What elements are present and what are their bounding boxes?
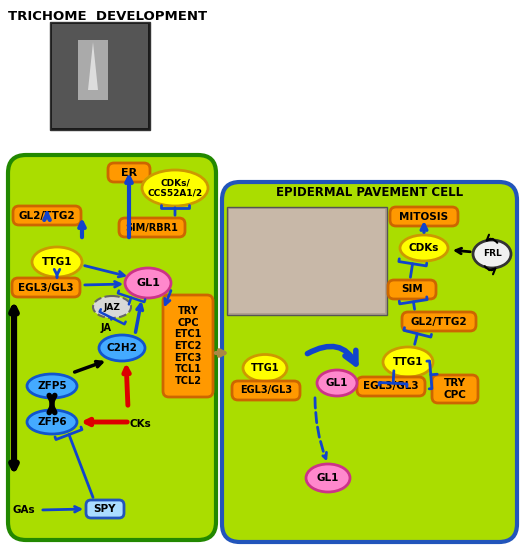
Text: TTG1: TTG1 (42, 257, 72, 267)
Text: TRY
CPC
ETC1
ETC2
ETC3
TCL1
TCL2: TRY CPC ETC1 ETC2 ETC3 TCL1 TCL2 (174, 306, 202, 386)
Text: SIM/RBR1: SIM/RBR1 (126, 223, 178, 233)
Text: FRL: FRL (483, 250, 502, 258)
Ellipse shape (142, 170, 208, 206)
Bar (227, 207, 387, 315)
FancyBboxPatch shape (108, 163, 150, 182)
Text: GL1: GL1 (326, 378, 348, 388)
Ellipse shape (93, 296, 131, 318)
Text: MITOSIS: MITOSIS (400, 212, 449, 222)
Ellipse shape (243, 355, 287, 382)
Ellipse shape (473, 240, 511, 268)
Ellipse shape (400, 235, 448, 261)
Text: JAZ: JAZ (104, 302, 120, 311)
Bar (50, 22, 150, 130)
FancyBboxPatch shape (388, 280, 436, 299)
Text: CDKs/
CCS52A1/2: CDKs/ CCS52A1/2 (147, 178, 202, 197)
FancyBboxPatch shape (13, 206, 81, 225)
Text: ER: ER (121, 168, 137, 178)
Text: EGL3/GL3: EGL3/GL3 (18, 283, 74, 293)
Text: ZFP5: ZFP5 (37, 381, 67, 391)
Polygon shape (88, 42, 98, 90)
Text: EGL3/GL3: EGL3/GL3 (240, 386, 292, 395)
FancyBboxPatch shape (119, 218, 185, 237)
Bar (229, 209, 385, 313)
Text: CKs: CKs (129, 419, 151, 429)
Text: GL1: GL1 (136, 278, 160, 288)
Text: ZFP6: ZFP6 (37, 417, 67, 427)
Text: TRY
CPC: TRY CPC (444, 378, 467, 400)
FancyBboxPatch shape (402, 312, 476, 331)
FancyBboxPatch shape (432, 375, 478, 403)
Text: GL1: GL1 (317, 473, 339, 483)
Ellipse shape (27, 410, 77, 434)
FancyBboxPatch shape (12, 278, 80, 297)
Text: TTG1: TTG1 (393, 357, 423, 367)
Ellipse shape (27, 374, 77, 398)
Bar (52, 24, 148, 128)
Text: EPIDERMAL PAVEMENT CELL: EPIDERMAL PAVEMENT CELL (277, 186, 463, 200)
FancyBboxPatch shape (222, 182, 517, 542)
Ellipse shape (317, 370, 357, 396)
Text: TRICHOME  DEVELOPMENT: TRICHOME DEVELOPMENT (8, 10, 207, 23)
Text: TTG1: TTG1 (251, 363, 279, 373)
Text: JA: JA (100, 323, 111, 333)
Bar (78, 40, 108, 100)
Text: GL2/TTG2: GL2/TTG2 (19, 211, 75, 221)
Text: GL2/TTG2: GL2/TTG2 (411, 316, 468, 327)
Text: GAs: GAs (13, 505, 36, 515)
FancyBboxPatch shape (357, 377, 425, 396)
FancyBboxPatch shape (8, 155, 216, 540)
Text: EGL3/GL3: EGL3/GL3 (363, 382, 419, 392)
Text: SIM: SIM (401, 284, 423, 294)
Text: CDKs: CDKs (409, 243, 439, 253)
Text: C2H2: C2H2 (107, 343, 138, 353)
Ellipse shape (32, 247, 82, 277)
Ellipse shape (383, 347, 433, 377)
FancyBboxPatch shape (232, 381, 300, 400)
FancyBboxPatch shape (390, 207, 458, 226)
FancyBboxPatch shape (163, 295, 213, 397)
Ellipse shape (99, 335, 145, 361)
Ellipse shape (306, 464, 350, 492)
Ellipse shape (125, 268, 171, 298)
FancyArrowPatch shape (308, 346, 356, 364)
Text: SPY: SPY (94, 504, 116, 514)
FancyBboxPatch shape (86, 500, 124, 518)
